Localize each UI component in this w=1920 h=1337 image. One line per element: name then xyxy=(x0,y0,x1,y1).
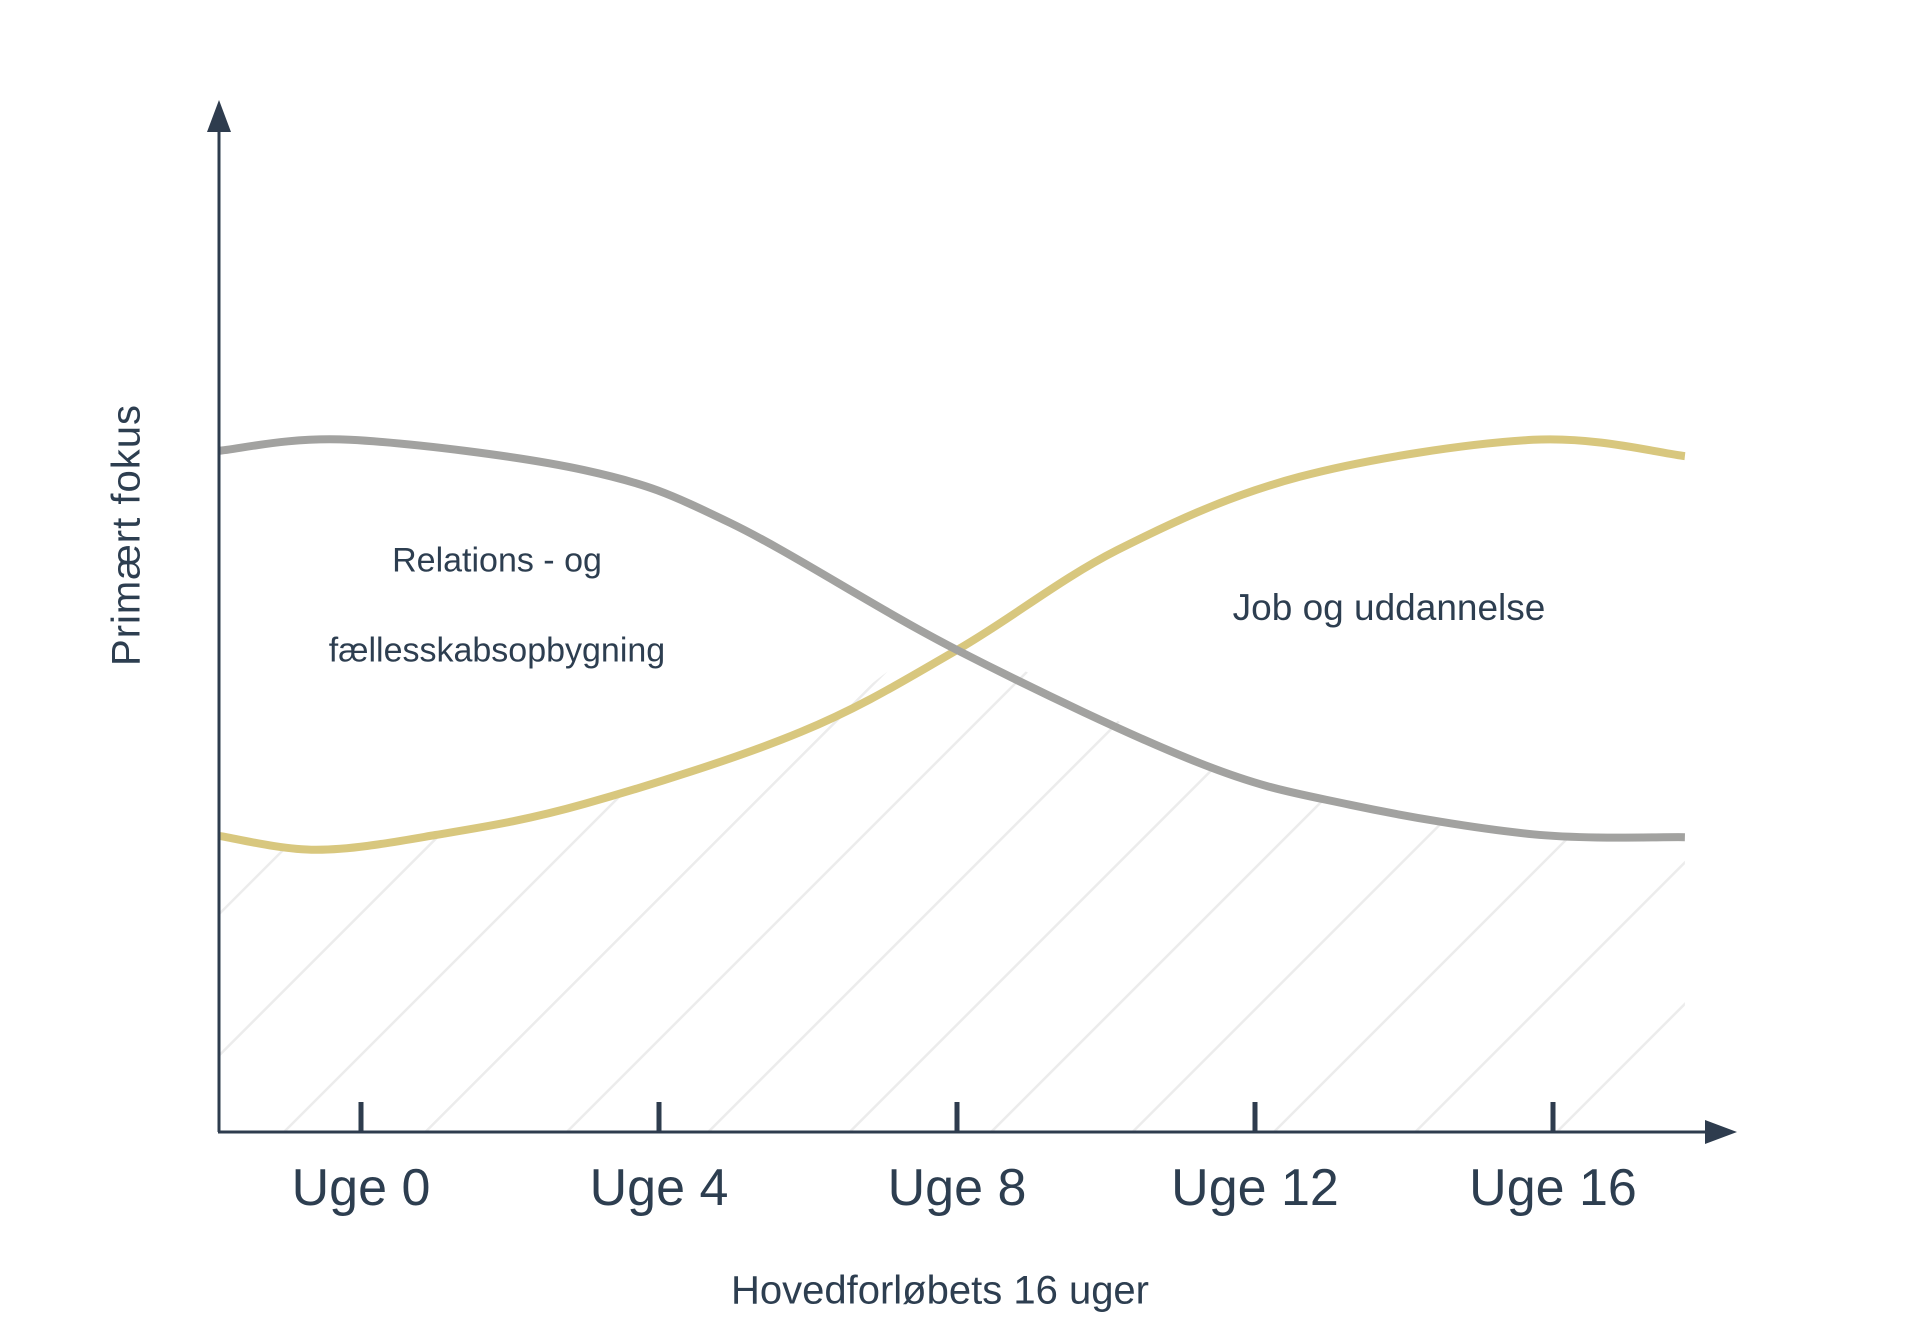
x-axis-ticks xyxy=(358,1102,1556,1131)
curve-relations-og-faellesskab xyxy=(217,435,1685,842)
x-axis-title: Hovedforløbets 16 uger xyxy=(730,1268,1150,1313)
x-tick-label-uge-16: Uge 16 xyxy=(1469,1159,1637,1217)
curve-job-og-uddannelse xyxy=(217,435,1686,854)
y-axis-arrow-icon xyxy=(207,100,231,132)
y-axis-title: Primært fokus xyxy=(104,404,149,666)
x-tick-label-uge-0: Uge 0 xyxy=(291,1159,431,1217)
hatched-region xyxy=(218,649,1685,1131)
x-tick-label-uge-12: Uge 12 xyxy=(1171,1159,1339,1217)
curve-label-job: Job og uddannelse xyxy=(1232,587,1546,628)
x-axis-arrow-icon xyxy=(1705,1120,1737,1144)
curve-label-relations: Relations - og fællesskabsopbygning xyxy=(329,494,665,719)
x-tick-label-uge-4: Uge 4 xyxy=(589,1159,729,1217)
curve-label-relations-line1: Relations - og xyxy=(392,541,602,580)
axes xyxy=(207,100,1737,1144)
curve-label-relations-line2: fællesskabsopbygning xyxy=(328,631,666,670)
x-tick-label-uge-8: Uge 8 xyxy=(887,1159,1027,1217)
